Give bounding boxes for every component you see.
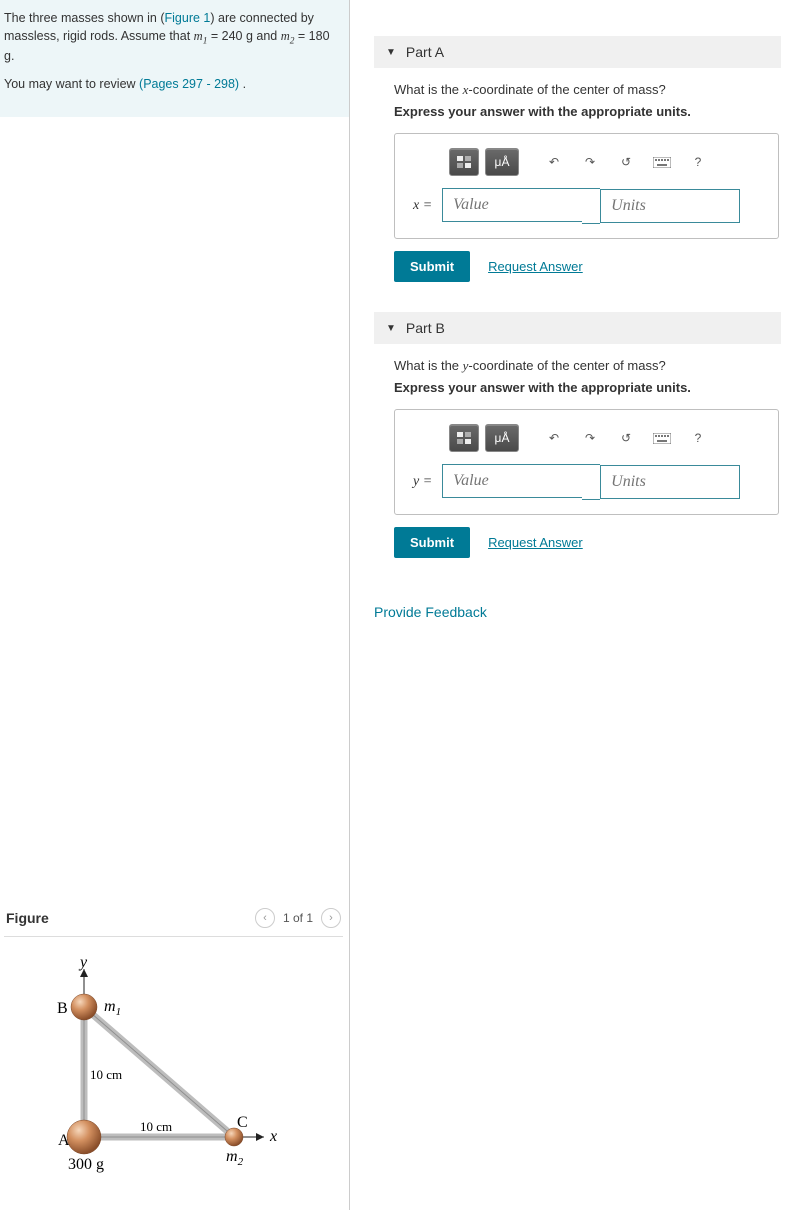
part-A-value-input[interactable]: [442, 188, 582, 222]
part-A-request-answer-link[interactable]: Request Answer: [488, 259, 583, 274]
part-A-question: What is the x-coordinate of the center o…: [394, 82, 779, 98]
part-B-answer-box: μÅ ↶ ↷ ↺ ? y =: [394, 409, 779, 515]
part-A-actions: Submit Request Answer: [394, 251, 779, 282]
caret-down-icon: ▼: [386, 47, 396, 58]
part-B-title: Part B: [406, 320, 445, 336]
part-B-units-input[interactable]: [600, 465, 740, 499]
redo-icon[interactable]: ↷: [575, 148, 605, 176]
units-symbol-button[interactable]: μÅ: [485, 424, 519, 452]
axis-x-label: x: [269, 1128, 277, 1145]
part-A-var-label: x =: [409, 188, 442, 224]
label-m1: m1: [104, 998, 121, 1018]
part-A-toolbar: μÅ ↶ ↷ ↺ ?: [409, 148, 764, 176]
label-300g: 300 g: [68, 1156, 104, 1173]
keyboard-icon[interactable]: [647, 148, 677, 176]
figure-svg: y x B m1 A 300: [44, 957, 304, 1177]
label-A: A: [58, 1132, 70, 1149]
label-10cm-horiz: 10 cm: [140, 1119, 172, 1134]
part-A-submit-button[interactable]: Submit: [394, 251, 470, 282]
label-m2: m2: [226, 1148, 244, 1168]
part-B-actions: Submit Request Answer: [394, 527, 779, 558]
figure-body: y x B m1 A 300: [4, 937, 343, 1190]
part-A: ▼ Part A What is the x-coordinate of the…: [374, 36, 781, 288]
part-A-units-input[interactable]: [600, 189, 740, 223]
redo-icon[interactable]: ↷: [575, 424, 605, 452]
review-pages-link[interactable]: (Pages 297 - 298): [139, 77, 239, 91]
axis-y-label: y: [78, 957, 88, 971]
reset-icon[interactable]: ↺: [611, 148, 641, 176]
label-C: C: [237, 1114, 248, 1131]
review-suffix: .: [239, 77, 246, 91]
figure-prev-button[interactable]: ‹: [255, 908, 275, 928]
problem-text: The three masses shown in (Figure 1) are…: [4, 10, 337, 66]
help-icon[interactable]: ?: [683, 424, 713, 452]
caret-down-icon: ▼: [386, 323, 396, 334]
figure-ref-link[interactable]: Figure 1: [165, 11, 211, 25]
keyboard-icon[interactable]: [647, 424, 677, 452]
part-A-title: Part A: [406, 44, 444, 60]
part-B: ▼ Part B What is the y-coordinate of the…: [374, 312, 781, 564]
undo-icon[interactable]: ↶: [539, 424, 569, 452]
units-symbol-button[interactable]: μÅ: [485, 148, 519, 176]
figure-section: Figure ‹ 1 of 1 ›: [0, 902, 349, 1210]
part-B-request-answer-link[interactable]: Request Answer: [488, 535, 583, 550]
part-A-answer-box: μÅ ↶ ↷ ↺ ? x =: [394, 133, 779, 239]
figure-title: Figure: [6, 910, 49, 926]
undo-icon[interactable]: ↶: [539, 148, 569, 176]
part-B-toolbar: μÅ ↶ ↷ ↺ ?: [409, 424, 764, 452]
label-10cm-vert: 10 cm: [90, 1067, 122, 1082]
figure-next-button[interactable]: ›: [321, 908, 341, 928]
reset-icon[interactable]: ↺: [611, 424, 641, 452]
figure-nav: ‹ 1 of 1 ›: [255, 908, 341, 928]
part-B-submit-button[interactable]: Submit: [394, 527, 470, 558]
part-A-header[interactable]: ▼ Part A: [374, 36, 781, 68]
part-B-question: What is the y-coordinate of the center o…: [394, 358, 779, 374]
left-column: The three masses shown in (Figure 1) are…: [0, 0, 350, 1210]
right-column: ▼ Part A What is the x-coordinate of the…: [350, 0, 795, 1210]
part-B-var-label: y =: [409, 464, 442, 500]
units-gap: [582, 188, 740, 224]
mass-B: [71, 994, 97, 1020]
page-layout: The three masses shown in (Figure 1) are…: [0, 0, 795, 1210]
part-B-header[interactable]: ▼ Part B: [374, 312, 781, 344]
part-A-input-row: x =: [409, 188, 764, 224]
help-icon[interactable]: ?: [683, 148, 713, 176]
label-B: B: [57, 1000, 68, 1017]
part-B-value-input[interactable]: [442, 464, 582, 498]
part-B-input-row: y =: [409, 464, 764, 500]
problem-intro: The three masses shown in (Figure 1) are…: [0, 0, 349, 117]
figure-counter: 1 of 1: [283, 911, 313, 925]
review-line: You may want to review (Pages 297 - 298)…: [4, 76, 337, 94]
part-B-instruction: Express your answer with the appropriate…: [394, 380, 779, 395]
review-prefix: You may want to review: [4, 77, 139, 91]
figure-header: Figure ‹ 1 of 1 ›: [4, 902, 343, 937]
part-B-body: What is the y-coordinate of the center o…: [374, 344, 781, 564]
provide-feedback-link[interactable]: Provide Feedback: [374, 604, 487, 620]
units-gap: [582, 464, 740, 500]
part-A-instruction: Express your answer with the appropriate…: [394, 104, 779, 119]
mass-A: [67, 1120, 101, 1154]
templates-icon[interactable]: [449, 148, 479, 176]
part-A-body: What is the x-coordinate of the center o…: [374, 68, 781, 288]
templates-icon[interactable]: [449, 424, 479, 452]
